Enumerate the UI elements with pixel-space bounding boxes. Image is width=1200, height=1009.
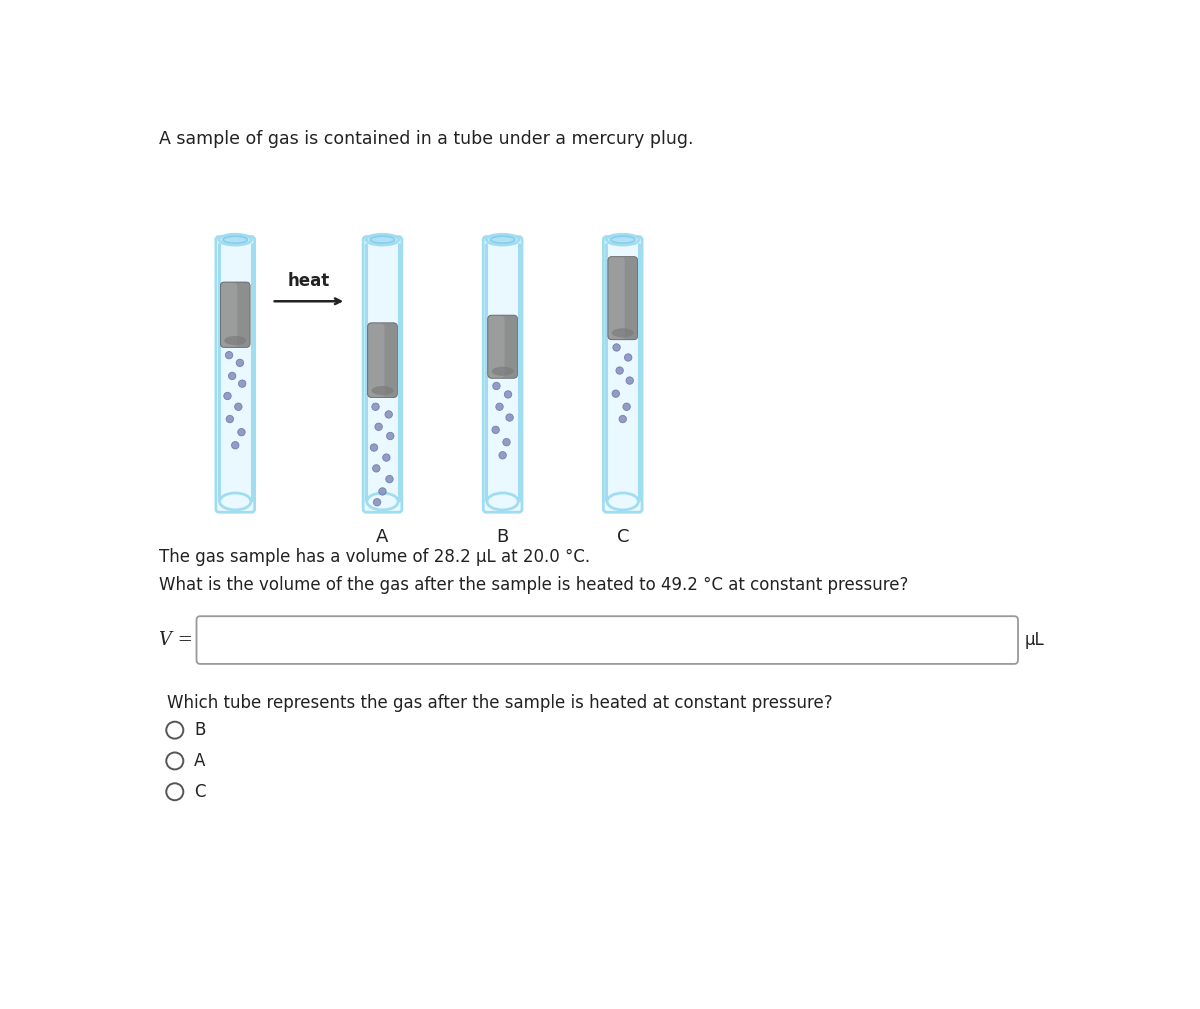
Circle shape [238, 429, 245, 436]
Circle shape [385, 411, 392, 418]
Circle shape [167, 721, 184, 739]
Circle shape [232, 442, 239, 449]
Ellipse shape [220, 493, 251, 510]
Ellipse shape [366, 234, 398, 245]
Circle shape [619, 416, 626, 423]
Ellipse shape [491, 236, 515, 243]
Circle shape [612, 389, 619, 398]
FancyBboxPatch shape [487, 315, 517, 378]
Text: heat: heat [288, 271, 330, 290]
Circle shape [167, 783, 184, 800]
FancyBboxPatch shape [604, 236, 642, 513]
Circle shape [623, 403, 630, 411]
Circle shape [372, 465, 380, 472]
Circle shape [235, 403, 242, 411]
Text: Which tube represents the gas after the sample is heated at constant pressure?: Which tube represents the gas after the … [167, 694, 833, 712]
Text: V =: V = [160, 631, 193, 649]
Text: B: B [497, 529, 509, 547]
Circle shape [167, 753, 184, 770]
FancyBboxPatch shape [221, 283, 238, 347]
Circle shape [496, 403, 503, 411]
Ellipse shape [367, 493, 398, 510]
Circle shape [372, 403, 379, 411]
Text: A: A [377, 529, 389, 547]
Ellipse shape [223, 236, 247, 243]
Text: C: C [194, 783, 205, 801]
FancyBboxPatch shape [364, 236, 402, 513]
Text: B: B [194, 721, 205, 740]
Circle shape [616, 367, 623, 374]
Circle shape [624, 354, 632, 361]
Circle shape [492, 426, 499, 434]
Circle shape [374, 423, 383, 431]
Ellipse shape [218, 234, 252, 245]
Circle shape [228, 372, 236, 379]
Ellipse shape [607, 493, 638, 510]
Circle shape [239, 380, 246, 387]
Circle shape [493, 382, 500, 389]
Circle shape [371, 444, 378, 451]
FancyBboxPatch shape [216, 236, 254, 513]
Text: μL: μL [1024, 631, 1044, 649]
Ellipse shape [371, 236, 395, 243]
FancyBboxPatch shape [221, 282, 250, 347]
FancyBboxPatch shape [367, 323, 397, 398]
Ellipse shape [492, 366, 514, 376]
Circle shape [626, 377, 634, 384]
FancyBboxPatch shape [197, 616, 1018, 664]
Circle shape [226, 351, 233, 359]
Ellipse shape [611, 236, 635, 243]
Text: A: A [194, 752, 205, 770]
Ellipse shape [612, 328, 634, 337]
FancyBboxPatch shape [484, 236, 522, 513]
FancyBboxPatch shape [368, 324, 384, 397]
Circle shape [223, 393, 232, 400]
Text: C: C [617, 529, 629, 547]
Ellipse shape [487, 493, 518, 510]
Text: A sample of gas is contained in a tube under a mercury plug.: A sample of gas is contained in a tube u… [160, 130, 694, 148]
Circle shape [385, 475, 394, 483]
Circle shape [613, 344, 620, 351]
Circle shape [226, 416, 234, 423]
Text: The gas sample has a volume of 28.2 μL at 20.0 °C.: The gas sample has a volume of 28.2 μL a… [160, 548, 590, 566]
Circle shape [506, 414, 514, 421]
FancyBboxPatch shape [608, 257, 625, 339]
Circle shape [386, 432, 394, 440]
FancyBboxPatch shape [608, 256, 637, 340]
Text: What is the volume of the gas after the sample is heated to 49.2 °C at constant : What is the volume of the gas after the … [160, 576, 908, 594]
Circle shape [236, 359, 244, 366]
Ellipse shape [486, 234, 518, 245]
Ellipse shape [372, 386, 394, 396]
Circle shape [499, 452, 506, 459]
Circle shape [503, 439, 510, 446]
Ellipse shape [224, 336, 246, 345]
FancyBboxPatch shape [488, 316, 505, 377]
Circle shape [383, 454, 390, 461]
Circle shape [379, 487, 386, 495]
Circle shape [504, 390, 511, 399]
Ellipse shape [606, 234, 640, 245]
Circle shape [373, 498, 380, 506]
